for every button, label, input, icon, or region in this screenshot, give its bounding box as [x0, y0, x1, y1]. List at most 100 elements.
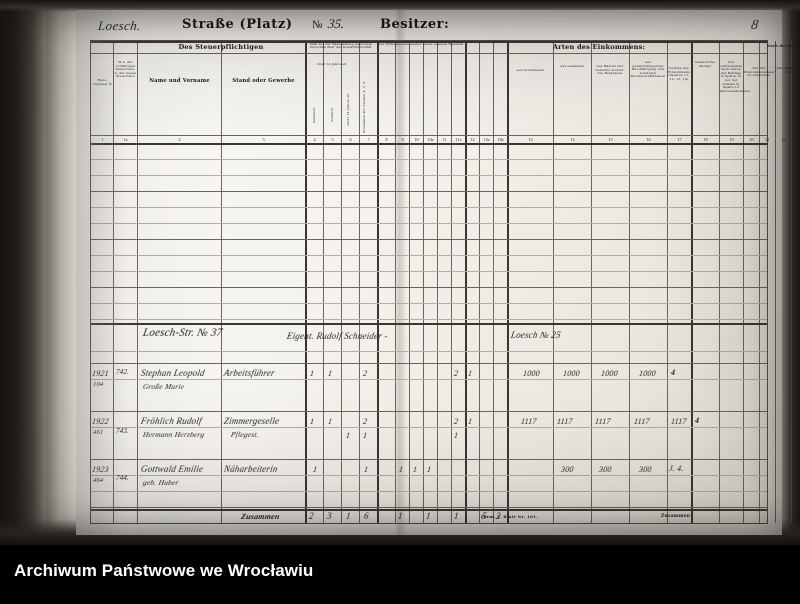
page-heading: Loesch. Straße (Platz) № 35. Besitzer: 8	[90, 16, 772, 42]
row1-mark: 4	[670, 368, 676, 377]
section-street-heading: Loesch-Str. № 37	[141, 327, 224, 339]
row2-income-land: 1117	[520, 417, 538, 426]
row1-income-other: 1000	[638, 369, 657, 378]
section-owner-heading: Eigent. Rudolf Schneider -	[286, 331, 389, 341]
header-kind-trade: aus Handel und Gewerbe einschl. des Berg…	[595, 64, 625, 76]
header-group-income-kinds: Arten des Einkommens:	[552, 42, 646, 51]
row2-year: 1922	[91, 417, 110, 426]
row2-prev-no: 461	[92, 429, 104, 436]
row2-count-female: 1	[327, 417, 333, 426]
header-under14: unter 14 Jahren alt	[346, 93, 350, 127]
row1-name: Stephan Leopold	[140, 368, 206, 378]
row1-income-buildings: 1000	[562, 369, 581, 378]
row3-mark: J. 4.	[668, 464, 685, 473]
header-taxable-income: Die verbleibende nach Abzug der Beträge …	[720, 60, 751, 93]
total-5: 1	[425, 511, 432, 521]
total-3: 6	[363, 511, 370, 521]
row2-mark: 4	[694, 416, 700, 425]
row3-trade: Näharbeiterin	[223, 464, 279, 474]
row3-dep-b: 1	[412, 465, 418, 474]
section-right-heading: Loesch № 25	[510, 330, 562, 340]
header-tax-amount: Jahresbetrag der Steuer	[776, 66, 800, 74]
row1-year: 1921	[91, 369, 110, 378]
row1-income-trade: 1000	[600, 369, 619, 378]
row3-income-c: 300	[638, 465, 653, 474]
row3-income-b: 300	[598, 465, 613, 474]
row2-dep-c: 1	[453, 431, 459, 440]
row3-new-no: 744.	[115, 474, 130, 482]
row2-count-male: 1	[309, 417, 315, 426]
header-legal-deduct: Gesetzliche Abzüge	[695, 60, 715, 68]
row2-income-trade: 1117	[594, 417, 612, 426]
header-total-income: Summe des Einkommens (Spalten 11, 12, 13…	[668, 66, 690, 81]
archive-watermark-bar: Archiwum Państwowe we Wrocławiu	[0, 545, 800, 604]
row1-prev-no: 104	[92, 381, 104, 388]
row2-trade: Zimmergeselle	[223, 416, 281, 426]
totals-label: Zusammen	[240, 512, 281, 521]
row3-income-a: 300	[560, 465, 575, 474]
page-number: 8	[750, 18, 760, 33]
total-1: 3	[326, 511, 333, 521]
book-edge-left	[0, 0, 46, 545]
owner-label: Besitzer:	[380, 17, 450, 32]
row2-new-no: 743.	[115, 427, 130, 435]
row1-count-male: 1	[309, 369, 315, 378]
row1-count-female: 1	[327, 369, 333, 378]
row3-name2: geb. Huber	[142, 478, 180, 487]
header-male: männlich	[312, 107, 316, 123]
row2-dep-b: 1	[467, 417, 473, 426]
header-name: Name und Vorname	[149, 78, 210, 84]
document-scan: Loesch. Straße (Platz) № 35. Besitzer: 8	[0, 0, 800, 545]
header-female: weiblich	[330, 107, 334, 123]
row2-count-sum: 2	[362, 417, 368, 426]
header-group-dependents: Der Einkommensbezieher einen eigenen Hau…	[378, 41, 464, 46]
row3-name: Gottwald Emilie	[140, 464, 205, 474]
page-fold	[394, 10, 406, 535]
header-house-no: Haus-Nummer №	[93, 78, 112, 86]
total-6: 1	[453, 511, 460, 521]
strasse-label: Straße (Platz)	[182, 17, 293, 32]
header-group-taxpayer: Des Steuerpflichtigen	[178, 42, 264, 51]
header-kind-other: aus gewinnbringender Beschäftigung und s…	[630, 60, 666, 79]
scan-edge-top	[0, 0, 800, 12]
header-group-assessment: Nach der Feststellung	[766, 43, 800, 48]
total-0: 2	[308, 511, 315, 521]
totals-label-right: Zusammen	[661, 514, 691, 519]
row1-new-no: 742.	[115, 368, 130, 376]
total-2: 1	[345, 511, 352, 521]
header-over14: über 14 Jahre alt	[317, 62, 347, 66]
header-kind-buildings: aus Gebäuden	[560, 64, 585, 68]
binding-gutter	[46, 0, 76, 545]
row2-name2: Hermann Herzberg	[142, 430, 206, 439]
row1-income-land: 1000	[522, 369, 541, 378]
row3-count-b: 1	[363, 465, 369, 474]
header-dep-a	[379, 67, 394, 71]
archive-watermark-text: Archiwum Państwowe we Wrocławiu	[14, 561, 314, 580]
row1-dep-a: 2	[453, 369, 459, 378]
header-from-income: Von der Einkommensteuer zu entrichten	[744, 66, 775, 78]
header-sum-cols: Zusammen der Spalten 4, 5, 6	[362, 81, 366, 133]
row3-dep-c: 1	[426, 465, 432, 474]
street-name: Loesch.	[97, 18, 142, 33]
total-4: 1	[397, 511, 404, 521]
row3-count-a: 1	[312, 465, 318, 474]
row1-trade: Arbeitsführer	[223, 368, 276, 378]
row2-income-total: 1117	[670, 417, 688, 426]
row2-trade2: Pflegest.	[230, 430, 260, 439]
header-group-household: Zahl der zur Haushaltung gehörigen Perso…	[309, 41, 373, 50]
register-table: Des Steuerpflichtigen Zahl der zur Haush…	[90, 40, 800, 524]
form-code: Form. V. Blatt Nr. 101.	[481, 514, 539, 519]
number-symbol: №	[312, 19, 323, 31]
row1-count-sum: 2	[362, 369, 368, 378]
row3-dep-a: 1	[398, 465, 404, 474]
row3-prev-no: 464	[92, 477, 104, 484]
row2-name: Fröhlich Rudolf	[140, 416, 203, 426]
row1-name2: Große Marie	[142, 382, 186, 391]
row1-dep-b: 1	[467, 369, 473, 378]
row2-dep-a: 2	[453, 417, 459, 426]
header-kind-land: aus Grundbesitz	[516, 68, 545, 72]
ledger-page: Loesch. Straße (Platz) № 35. Besitzer: 8	[76, 10, 800, 535]
row3-year: 1923	[91, 465, 110, 474]
street-number: 35.	[327, 16, 346, 31]
row2-income-other: 1117	[633, 417, 651, 426]
